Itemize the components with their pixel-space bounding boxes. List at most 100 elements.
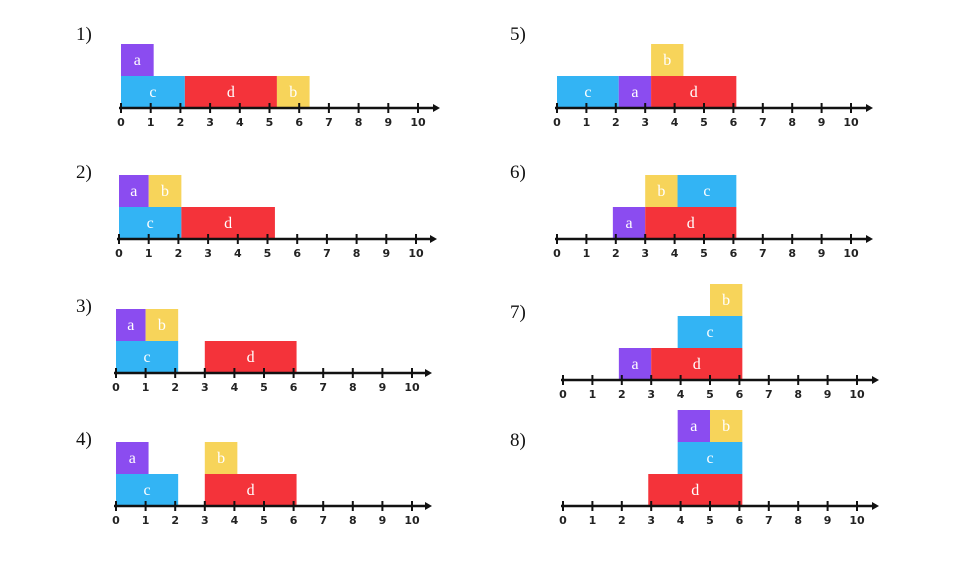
tick-label: 8 — [788, 116, 796, 129]
tick-label: 3 — [647, 388, 655, 401]
block-b-label: b — [289, 84, 297, 101]
tick-label: 6 — [736, 388, 744, 401]
axis-arrow — [872, 376, 879, 384]
block-b-label: b — [722, 292, 730, 309]
tick-label: 1 — [142, 514, 150, 527]
panel-label: 7) — [510, 302, 526, 323]
block-c-label: c — [706, 324, 713, 341]
block-b — [145, 309, 179, 341]
block-d-label: d — [224, 215, 232, 232]
block-d-label: d — [687, 215, 695, 232]
tick-label: 4 — [231, 381, 239, 394]
block-a — [618, 348, 652, 380]
tick-label: 9 — [382, 247, 390, 260]
tick-label: 2 — [171, 381, 179, 394]
block-b-label: b — [657, 183, 665, 200]
block-b-label: b — [722, 418, 730, 435]
block-a — [677, 410, 710, 442]
tick-label: 4 — [671, 116, 679, 129]
tick-label: 0 — [559, 388, 567, 401]
axis-arrow — [872, 502, 879, 510]
block-d-label: d — [690, 84, 698, 101]
tick-label: 4 — [677, 514, 685, 527]
panel-label: 8) — [510, 430, 526, 451]
tick-label: 2 — [171, 514, 179, 527]
panel-1: 1) c d b a 0 1 2 3 4 5 6 7 8 9 10 — [76, 24, 440, 129]
block-d — [651, 76, 737, 108]
tick-label: 5 — [266, 116, 274, 129]
tick-label: 7 — [759, 116, 767, 129]
tick-label: 8 — [355, 116, 363, 129]
block-d-label: d — [247, 482, 255, 499]
axis-arrow — [430, 235, 437, 243]
tick-label: 6 — [736, 514, 744, 527]
tick-label: 0 — [117, 116, 125, 129]
panel-label: 1) — [76, 24, 92, 45]
block-a — [612, 207, 646, 239]
tick-label: 0 — [112, 381, 120, 394]
panel-label: 5) — [510, 24, 526, 45]
tick-label: 2 — [618, 388, 626, 401]
axis-arrow — [866, 104, 873, 112]
tick-label: 1 — [589, 514, 597, 527]
tick-label: 7 — [323, 247, 331, 260]
block-c — [677, 442, 743, 474]
block-c — [677, 316, 743, 348]
tick-label: 7 — [319, 514, 327, 527]
block-d — [645, 207, 737, 239]
tick-label: 2 — [175, 247, 183, 260]
block-c-label: c — [147, 215, 154, 232]
tick-label: 8 — [794, 514, 802, 527]
tick-label: 6 — [730, 247, 738, 260]
block-d-label: d — [247, 349, 255, 366]
tick-label: 5 — [706, 388, 714, 401]
block-a — [119, 175, 149, 207]
axis-arrow — [425, 369, 432, 377]
tick-label: 10 — [404, 381, 420, 394]
block-c-label: c — [703, 183, 710, 200]
tick-label: 2 — [612, 247, 620, 260]
tick-label: 9 — [818, 116, 826, 129]
tick-label: 6 — [295, 116, 303, 129]
panel-4: 4) c d a b 0 1 2 3 4 5 6 7 8 9 10 — [76, 429, 432, 527]
tick-label: 10 — [404, 514, 420, 527]
tick-label: 10 — [843, 247, 859, 260]
panel-7: 7) a dcb 0 1 2 3 4 5 6 7 8 9 10 — [510, 284, 879, 401]
block-d — [204, 341, 297, 373]
tick-label: 8 — [349, 514, 357, 527]
tick-label: 9 — [824, 514, 832, 527]
tick-label: 0 — [115, 247, 123, 260]
tick-label: 2 — [177, 116, 185, 129]
tick-label: 4 — [677, 388, 685, 401]
block-c — [116, 474, 179, 506]
block-a — [121, 44, 154, 76]
block-a-label: a — [127, 317, 134, 334]
block-a-label: a — [134, 52, 141, 69]
block-d — [648, 474, 743, 506]
axis-arrow — [866, 235, 873, 243]
tick-label: 1 — [147, 116, 155, 129]
tick-label: 10 — [849, 388, 865, 401]
tick-label: 8 — [794, 388, 802, 401]
tick-label: 5 — [700, 116, 708, 129]
block-a-label: a — [130, 183, 137, 200]
block-a-label: a — [631, 84, 638, 101]
block-c-label: c — [706, 450, 713, 467]
block-d-label: d — [227, 84, 235, 101]
tick-label: 3 — [647, 514, 655, 527]
block-a — [116, 442, 149, 474]
tick-label: 8 — [353, 247, 361, 260]
block-b — [710, 284, 743, 316]
panel-3: 3) c d a b 0 1 2 3 4 5 6 7 8 9 10 — [76, 296, 432, 394]
block-c-label: c — [149, 84, 156, 101]
tick-label: 3 — [206, 116, 214, 129]
tick-label: 1 — [145, 247, 153, 260]
block-b-label: b — [217, 450, 225, 467]
tick-label: 10 — [410, 116, 426, 129]
block-a-label: a — [625, 215, 632, 232]
block-a-label: a — [690, 418, 697, 435]
tick-label: 7 — [319, 381, 327, 394]
block-b — [645, 175, 678, 207]
tick-label: 6 — [730, 116, 738, 129]
panel-label: 6) — [510, 162, 526, 183]
